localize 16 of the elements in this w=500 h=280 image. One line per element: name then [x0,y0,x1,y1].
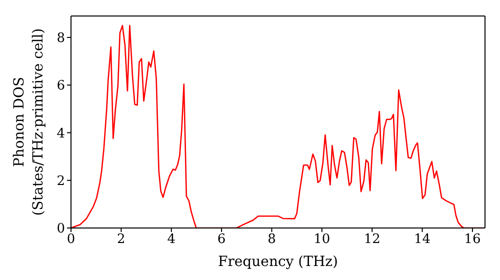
x-tick-label: 16 [464,232,481,248]
y-tick-label: 8 [56,31,65,46]
y-axis-title: Phonon DOS (States/THz·primitive cell) [12,28,46,216]
x-tick-label: 10 [314,232,330,248]
x-axis-title: Frequency (THz) [218,254,338,270]
y-tick-label: 4 [56,126,65,142]
y-tick-label: 2 [56,174,65,189]
x-tick-label: 6 [217,232,226,248]
y-tick-label: 6 [56,78,65,94]
y-tick-label: 0 [56,222,65,237]
x-tick-label: 4 [167,232,176,248]
x-tick-label: 14 [414,232,431,248]
x-tick-label: 2 [117,232,126,248]
x-tick-label: 0 [66,232,76,248]
x-tick-label: 12 [364,232,380,248]
x-tick-label: 8 [268,232,276,248]
